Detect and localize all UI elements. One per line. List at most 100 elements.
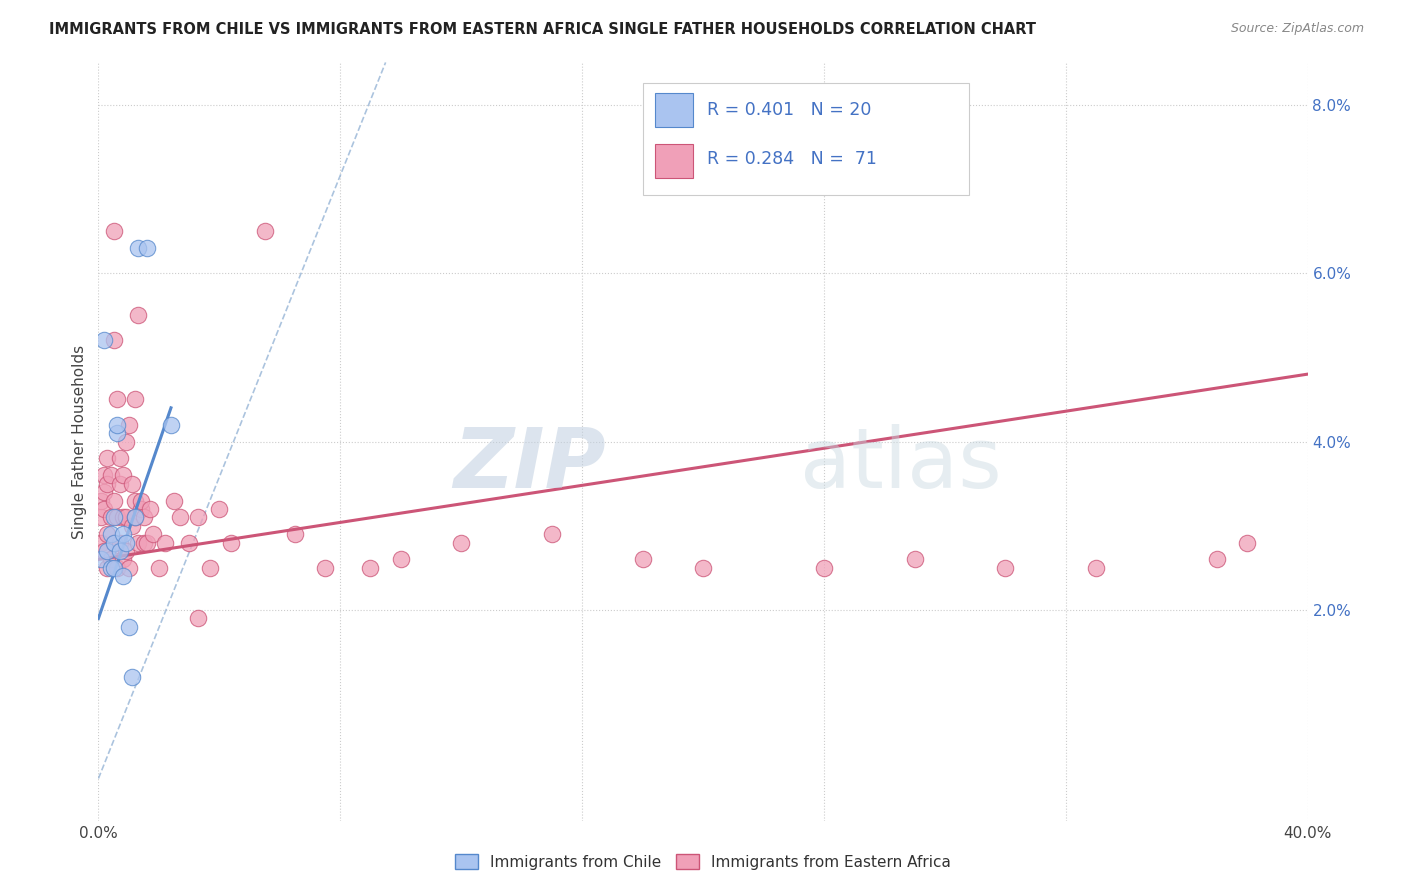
Point (389, 552, 412, 566)
Point (118, 620, 141, 634)
Point (111, 552, 134, 566)
Point (813, 561, 835, 575)
Point (208, 502, 231, 516)
Text: Source: ZipAtlas.com: Source: ZipAtlas.com (1230, 22, 1364, 36)
Point (93, 544, 115, 558)
Point (132, 535, 155, 549)
Point (200, 561, 222, 575)
Point (253, 224, 276, 238)
Point (96, 527, 118, 541)
Point (121, 518, 143, 533)
Point (121, 670, 143, 684)
Point (93, 485, 115, 500)
Point (100, 552, 122, 566)
Point (93, 334, 115, 348)
Point (904, 552, 927, 566)
Y-axis label: Single Father Households: Single Father Households (72, 344, 87, 539)
Point (100, 561, 122, 575)
Point (114, 510, 136, 524)
Point (103, 535, 125, 549)
Point (127, 308, 149, 322)
Point (105, 561, 128, 575)
Text: IMMIGRANTS FROM CHILE VS IMMIGRANTS FROM EASTERN AFRICA SINGLE FATHER HOUSEHOLDS: IMMIGRANTS FROM CHILE VS IMMIGRANTS FROM… (49, 22, 1036, 37)
Text: ZIP: ZIP (454, 424, 606, 505)
Point (108, 476, 131, 491)
Point (692, 561, 714, 575)
Text: atlas: atlas (800, 424, 1001, 505)
Point (114, 544, 136, 558)
Point (139, 502, 162, 516)
Point (96, 561, 118, 575)
Point (118, 417, 141, 432)
Point (148, 561, 170, 575)
Point (114, 434, 136, 449)
Point (96, 476, 118, 491)
Point (160, 417, 183, 432)
Point (103, 334, 125, 348)
Point (187, 510, 209, 524)
Point (100, 527, 122, 541)
Point (111, 468, 134, 483)
Point (93, 502, 115, 516)
Point (96, 451, 118, 466)
Point (135, 241, 157, 255)
Point (105, 426, 128, 441)
Point (142, 527, 165, 541)
Point (111, 569, 134, 583)
FancyBboxPatch shape (655, 93, 693, 127)
Point (163, 493, 186, 508)
Legend: Immigrants from Chile, Immigrants from Eastern Africa: Immigrants from Chile, Immigrants from E… (447, 847, 959, 878)
Point (1085, 561, 1108, 575)
Point (135, 535, 157, 549)
Point (90, 510, 112, 524)
Point (103, 510, 125, 524)
Point (118, 561, 141, 575)
Point (96, 544, 118, 558)
Point (103, 493, 125, 508)
Point (105, 417, 128, 432)
Point (179, 535, 201, 549)
Point (90, 535, 112, 549)
Point (540, 527, 562, 541)
Point (127, 241, 149, 255)
Point (111, 527, 134, 541)
Point (90, 552, 112, 566)
FancyBboxPatch shape (643, 83, 969, 195)
Point (108, 544, 131, 558)
Point (153, 535, 176, 549)
Point (105, 392, 128, 407)
Point (129, 502, 152, 516)
Point (132, 510, 155, 524)
Point (103, 561, 125, 575)
Point (1206, 552, 1229, 566)
Text: R = 0.401   N = 20: R = 0.401 N = 20 (707, 101, 870, 120)
Point (108, 451, 131, 466)
Point (124, 510, 146, 524)
FancyBboxPatch shape (655, 144, 693, 178)
Point (124, 392, 146, 407)
Point (314, 561, 336, 575)
Point (284, 527, 307, 541)
Point (108, 535, 131, 549)
Point (121, 476, 143, 491)
Point (124, 493, 146, 508)
Point (127, 535, 149, 549)
Point (631, 552, 654, 566)
Point (103, 224, 125, 238)
Point (129, 493, 152, 508)
Point (100, 468, 122, 483)
Point (114, 535, 136, 549)
Point (187, 611, 209, 625)
Point (100, 510, 122, 524)
Point (450, 535, 472, 549)
Point (111, 510, 134, 524)
Point (994, 561, 1017, 575)
Point (360, 561, 382, 575)
Point (103, 535, 125, 549)
Point (105, 510, 128, 524)
Point (221, 535, 243, 549)
Point (90, 493, 112, 508)
Text: R = 0.284   N =  71: R = 0.284 N = 71 (707, 151, 876, 169)
Point (1236, 535, 1258, 549)
Point (169, 510, 191, 524)
